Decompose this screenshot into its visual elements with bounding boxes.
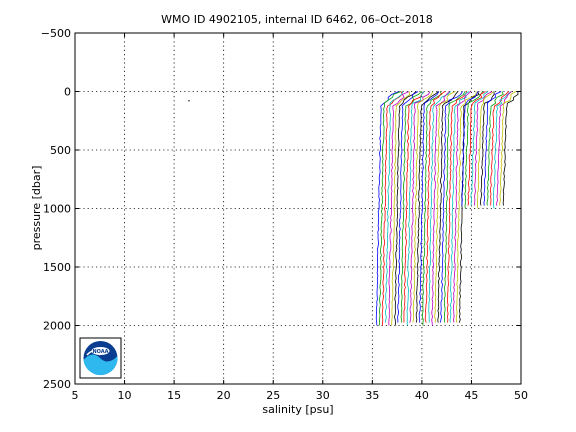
x-tick-label: 25	[266, 389, 280, 402]
data-point	[188, 100, 190, 102]
data-series-group	[188, 91, 519, 326]
y-tick-label: 2500	[43, 378, 71, 391]
profile-line	[440, 91, 463, 323]
y-tick-label: 0	[64, 86, 71, 99]
chart-title: WMO ID 4902105, internal ID 6462, 06–Oct…	[161, 13, 433, 26]
profile-line	[394, 91, 417, 326]
profile-line	[434, 91, 456, 323]
x-tick-label: 30	[316, 389, 330, 402]
profile-line	[391, 91, 411, 326]
profile-line	[449, 91, 470, 323]
profile-line	[437, 91, 459, 323]
y-tick-label: −500	[41, 27, 71, 40]
profile-line	[446, 91, 467, 323]
profile-line	[397, 91, 419, 323]
profile-line	[428, 91, 451, 323]
profile-line	[431, 91, 450, 326]
profile-line	[443, 91, 466, 323]
profile-line	[378, 91, 402, 326]
profile-line	[452, 91, 472, 323]
y-axis: −500 0 500 1000 1500 2000 2500	[41, 27, 521, 391]
profile-line	[461, 91, 479, 206]
profile-line	[476, 91, 494, 209]
y-axis-label: pressure [dbar]	[30, 166, 43, 251]
x-tick-label: 15	[167, 389, 181, 402]
profile-line	[412, 91, 434, 323]
profile-line	[458, 91, 480, 323]
noaa-logo: NOAA	[79, 337, 122, 379]
profile-line	[486, 91, 504, 206]
profile-line	[421, 91, 443, 326]
x-tick-label: 45	[464, 389, 478, 402]
profile-line	[403, 91, 425, 323]
profile-line	[502, 91, 519, 206]
profile-line	[499, 91, 516, 206]
x-tick-label: 40	[415, 389, 429, 402]
profile-line	[474, 91, 493, 206]
profile-line	[409, 91, 431, 323]
profile-line	[464, 91, 484, 209]
profile-line	[424, 91, 446, 323]
profile-line	[479, 91, 495, 206]
x-tick-label: 5	[72, 389, 79, 402]
profile-line	[375, 91, 399, 326]
profile-line	[415, 91, 439, 323]
profile-line	[492, 91, 512, 209]
x-axis-label: salinity [psu]	[262, 403, 333, 416]
x-tick-label: 50	[514, 389, 528, 402]
x-tick-label: 35	[365, 389, 379, 402]
profile-line	[496, 91, 512, 206]
profile-line	[384, 91, 404, 323]
x-tick-label: 20	[217, 389, 231, 402]
profile-line	[381, 91, 403, 326]
profile-line	[483, 91, 502, 206]
x-tick-label: 10	[118, 389, 132, 402]
profile-line	[470, 91, 489, 206]
y-tick-label: 1500	[43, 261, 71, 274]
profile-line	[418, 91, 440, 323]
y-tick-label: 500	[50, 144, 71, 157]
y-tick-label: 1000	[43, 203, 71, 216]
profile-line	[388, 91, 410, 326]
y-tick-label: 2000	[43, 320, 71, 333]
profile-line	[467, 91, 486, 206]
profile-line	[406, 91, 425, 326]
x-axis: 5 10 15 20 25 30 35 40 45 50	[72, 33, 528, 402]
svg-text:NOAA: NOAA	[92, 349, 108, 355]
profile-line	[489, 91, 510, 206]
profile-line	[400, 91, 423, 323]
grid	[75, 33, 521, 384]
profile-line	[455, 91, 477, 323]
